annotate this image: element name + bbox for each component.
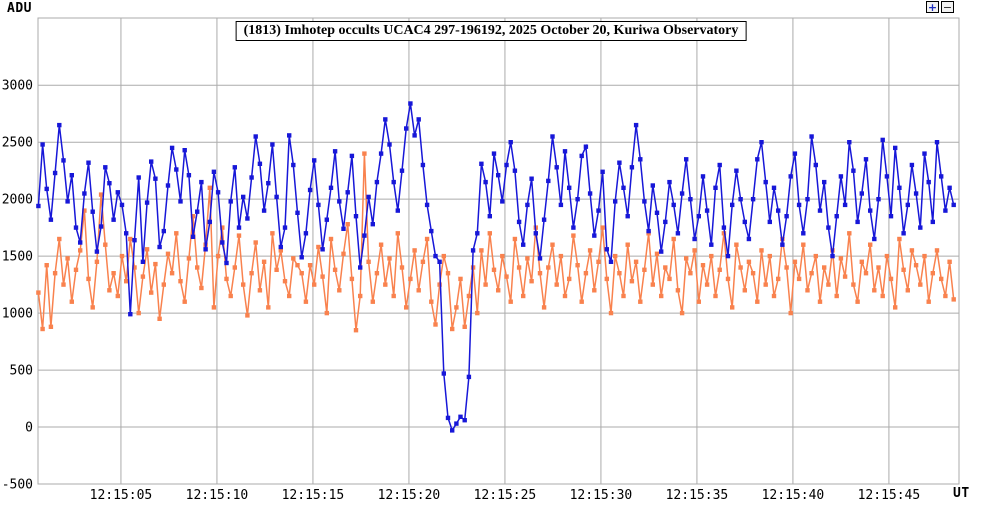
x-tick-label: 12:15:15 (282, 488, 345, 503)
x-tick-label: 12:15:10 (186, 488, 249, 503)
y-tick-label: 500 (10, 364, 33, 379)
gridlines: 3000 2500 2000 1500 1000 500 0 -500 12:15:05 12:1… (2, 17, 960, 503)
x-axis-unit-label: UT (953, 486, 970, 501)
y-tick-label: 0 (25, 421, 33, 436)
x-tick-label: 12:15:35 (666, 488, 729, 503)
chart-title: (1813) Imhotep occults UCAC4 297-196192,… (235, 21, 747, 41)
y-tick-label: 1000 (2, 307, 33, 322)
x-tick-label: 12:15:20 (378, 488, 441, 503)
y-tick-label: 2500 (2, 136, 33, 151)
x-tick-label: 12:15:45 (858, 488, 921, 503)
y-axis-unit-label: ADU (7, 1, 32, 16)
comparison-star-line (37, 153, 955, 331)
zoom-in-button[interactable]: + (926, 0, 939, 14)
x-tick-label: 12:15:40 (762, 488, 825, 503)
target-star-series (36, 101, 956, 433)
target-star-markers (36, 101, 956, 433)
comparison-star-series (36, 151, 956, 333)
comparison-star-markers (36, 151, 956, 333)
x-tick-label: 12:15:30 (570, 488, 633, 503)
y-tick-label: 2000 (2, 193, 33, 208)
x-tick-label: 12:15:25 (474, 488, 537, 503)
target-star-line (37, 103, 955, 433)
y-tick-label: -500 (2, 478, 33, 493)
y-tick-label: 1500 (2, 250, 33, 265)
y-tick-label: 3000 (2, 79, 33, 94)
zoom-out-button[interactable]: − (941, 0, 954, 14)
x-tick-label: 12:15:05 (90, 488, 153, 503)
